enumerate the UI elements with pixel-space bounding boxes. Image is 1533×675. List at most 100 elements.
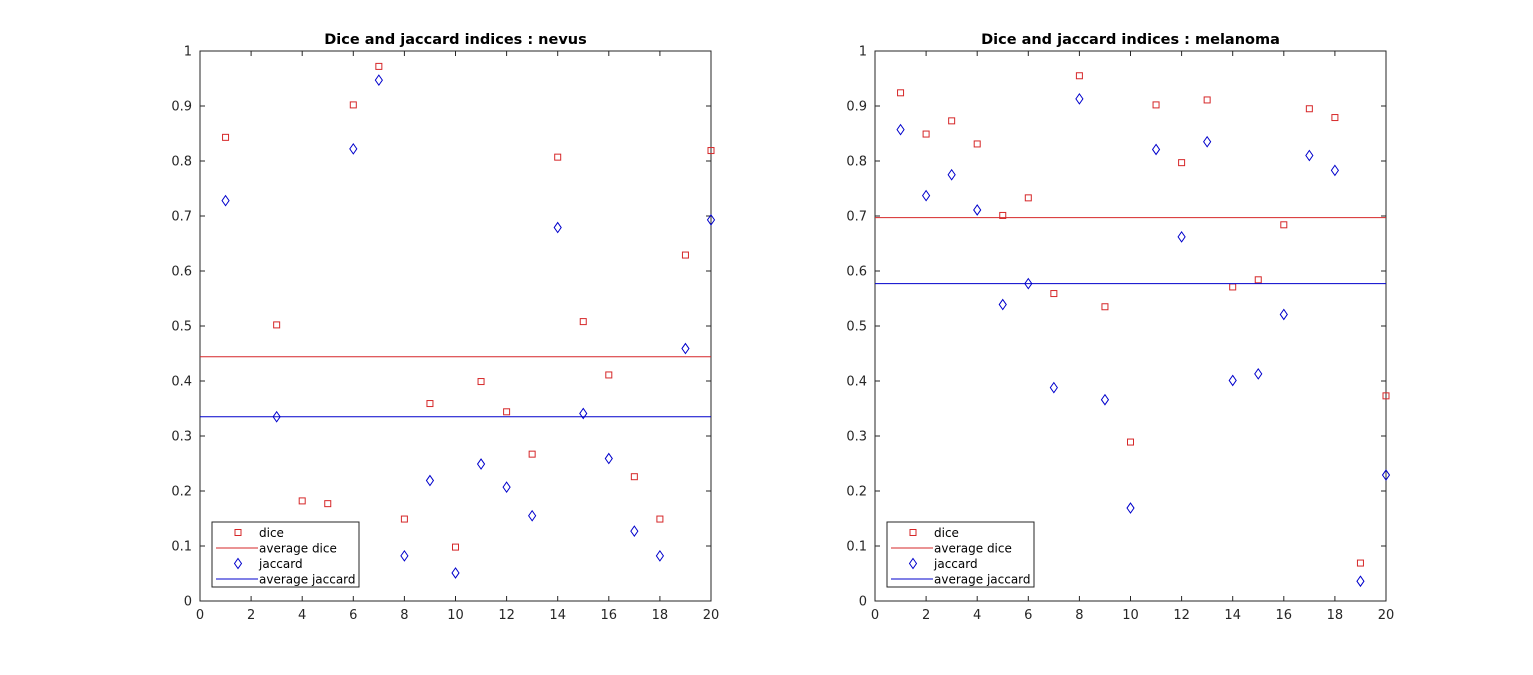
x-tick-label: 0 <box>871 608 879 623</box>
dice-point <box>324 500 332 508</box>
jaccard-point <box>1356 575 1365 588</box>
jaccard-point <box>528 509 537 522</box>
x-tick-label: 8 <box>1075 608 1083 623</box>
jaccard-point <box>1381 469 1391 481</box>
dice-point <box>1356 559 1364 567</box>
dice-point <box>349 101 357 109</box>
y-tick-label: 0.4 <box>846 375 867 390</box>
jaccard-point <box>1075 92 1084 105</box>
y-tick-label: 0.7 <box>846 210 867 225</box>
axes-box <box>874 50 1387 602</box>
x-tick-label: 10 <box>447 608 464 623</box>
dice-legend-marker <box>234 529 242 536</box>
legend-box <box>211 521 360 588</box>
dice-point <box>1152 101 1160 109</box>
legend-label-dice: dice <box>934 526 959 540</box>
dice-point <box>1178 159 1186 167</box>
dice-point <box>477 378 485 386</box>
legend-label-jaccard: jaccard <box>933 557 978 571</box>
legend-box <box>886 521 1035 588</box>
legend-label-average-jaccard: average jaccard <box>934 573 1031 587</box>
y-tick-label: 0.1 <box>846 540 867 555</box>
x-tick-label: 16 <box>601 608 618 623</box>
jaccard-point <box>1024 277 1033 290</box>
x-tick-label: 16 <box>1276 608 1293 623</box>
x-tick-label: 4 <box>298 608 306 623</box>
y-tick-label: 1 <box>859 45 867 60</box>
dice-point <box>1203 96 1211 104</box>
y-tick-label: 0.3 <box>846 430 867 445</box>
x-tick-label: 12 <box>498 608 515 623</box>
dice-point <box>273 321 281 329</box>
x-tick-label: 20 <box>703 608 720 623</box>
dice-point <box>707 147 715 155</box>
dice-point <box>605 371 613 379</box>
jaccard-point <box>425 474 435 487</box>
x-tick-label: 2 <box>922 608 930 623</box>
jaccard-point <box>921 189 931 202</box>
x-tick-label: 2 <box>247 608 255 623</box>
dice-point <box>1101 303 1109 311</box>
legend-label-dice: dice <box>259 526 284 540</box>
jaccard-point <box>1330 164 1340 177</box>
dice-point <box>579 318 587 326</box>
x-tick-label: 14 <box>1224 608 1241 623</box>
jaccard-point <box>1279 308 1288 321</box>
jaccard-point <box>451 567 460 579</box>
legend-label-average-dice: average dice <box>259 542 337 556</box>
x-tick-label: 0 <box>196 608 204 623</box>
jaccard-point <box>706 213 716 226</box>
y-tick-label: 0.4 <box>171 375 192 390</box>
dice-point <box>400 515 408 523</box>
y-tick-label: 0.6 <box>171 265 192 280</box>
jaccard-legend-marker <box>233 557 243 570</box>
jaccard-point <box>579 407 588 420</box>
dice-point <box>452 543 459 551</box>
dice-point <box>1024 194 1032 202</box>
x-tick-label: 4 <box>973 608 981 623</box>
dice-point <box>1075 72 1083 80</box>
chart-title: Dice and jaccard indices : nevus <box>324 32 587 48</box>
jaccard-legend-marker <box>908 557 918 570</box>
jaccard-point <box>476 458 486 470</box>
jaccard-point <box>1203 135 1212 148</box>
dice-point <box>222 133 230 141</box>
dice-point <box>630 473 638 481</box>
dice-point <box>1127 438 1134 446</box>
x-tick-label: 6 <box>1024 608 1032 623</box>
jaccard-point <box>1151 143 1161 156</box>
y-tick-label: 0 <box>859 595 867 610</box>
jaccard-point <box>400 550 409 562</box>
legend-label-average-dice: average dice <box>934 542 1012 556</box>
dice-point <box>375 62 383 70</box>
x-tick-label: 6 <box>349 608 357 623</box>
x-tick-label: 12 <box>1173 608 1190 623</box>
dice-point <box>1050 290 1058 298</box>
y-tick-label: 0.5 <box>171 320 192 335</box>
dice-point <box>897 89 905 97</box>
jaccard-point <box>1177 231 1186 243</box>
y-tick-label: 0.2 <box>171 485 192 500</box>
jaccard-point <box>1126 502 1135 514</box>
melanoma-chart: Dice and jaccard indices : melanoma 0 2 4 6 8… <box>846 32 1394 623</box>
dice-point <box>554 153 562 161</box>
jaccard-point <box>998 298 1007 311</box>
dice-point <box>948 117 956 125</box>
dice-point <box>426 400 434 408</box>
dice-point <box>999 211 1007 219</box>
dice-point <box>1331 114 1339 122</box>
jaccard-point <box>1228 374 1237 387</box>
jaccard-point <box>604 452 613 465</box>
y-tick-label: 0.8 <box>171 155 192 170</box>
jaccard-point <box>1049 381 1058 394</box>
y-tick-label: 0.3 <box>171 430 192 445</box>
dice-point <box>1280 221 1288 229</box>
jaccard-point <box>655 550 665 562</box>
jaccard-point <box>374 74 383 87</box>
jaccard-point <box>502 481 511 494</box>
dice-point <box>1254 276 1262 284</box>
chart-title: Dice and jaccard indices : melanoma <box>981 32 1280 48</box>
